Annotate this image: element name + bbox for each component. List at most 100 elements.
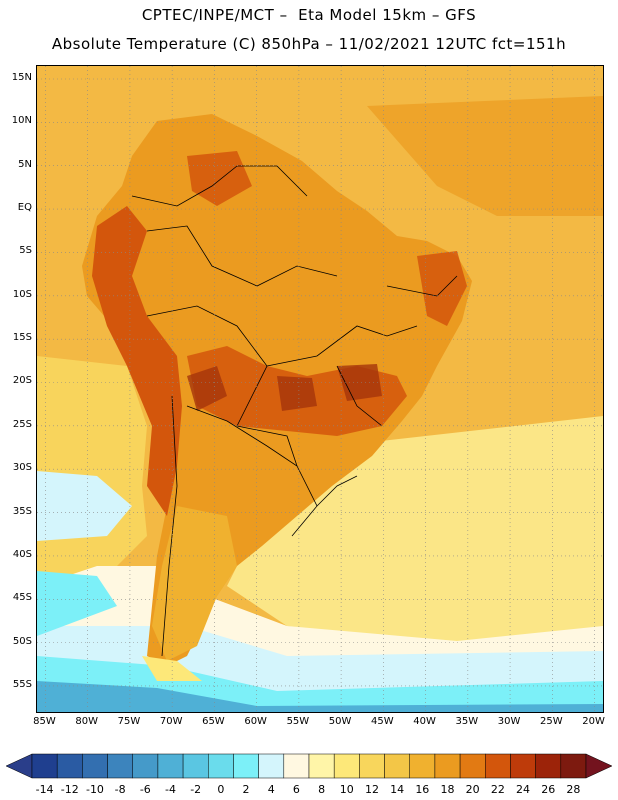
- colorbar-tick-label: -10: [85, 783, 104, 796]
- colorbar-tick-label: 24: [516, 783, 531, 796]
- longitude-label: 30W: [497, 716, 521, 727]
- north-hot-zone: [187, 151, 252, 206]
- border-brazil-states: [266, 325, 418, 367]
- longitude-label: 75W: [117, 716, 141, 727]
- colorbar-tick-label: -4: [165, 783, 176, 796]
- longitude-label: 85W: [33, 716, 56, 727]
- colorbar-segment: [233, 753, 259, 779]
- colorbar-tick-label: 14: [390, 783, 405, 796]
- longitude-label: 70W: [159, 716, 183, 727]
- latitude-label: EQ: [17, 202, 32, 214]
- northeast-hot-zone: [417, 251, 467, 326]
- andes-hot-zone: [92, 206, 182, 516]
- very-hot-spots: [187, 364, 382, 411]
- colorbar-tick-label: 16: [415, 783, 430, 796]
- longitude-label: 65W: [202, 716, 225, 727]
- colorbar-tick-label: -8: [114, 783, 126, 796]
- colorbar-segment: [82, 753, 108, 779]
- colorbar-tick-label: 6: [292, 783, 300, 796]
- pacific-cool-patch: [37, 471, 132, 541]
- latitude-label: 5S: [19, 245, 32, 257]
- colorbar-tick-label: 20: [465, 783, 480, 796]
- border-southeast-brazil: [336, 365, 383, 427]
- colorbar-tick-label: 4: [267, 783, 275, 796]
- border-amazon-west: [146, 225, 338, 287]
- colorbar-segment: [182, 753, 209, 779]
- longitude-label: 20W: [582, 716, 605, 727]
- colorbar-segment: [132, 753, 159, 779]
- patagonia-warm-zone: [152, 506, 237, 661]
- colorbar-tick-label: 18: [440, 783, 455, 796]
- colorbar-segment: [560, 753, 587, 779]
- latitude-label: 25S: [12, 418, 32, 430]
- colorbar-segment: [258, 753, 285, 779]
- colorbar-segment: [283, 753, 310, 779]
- colorbar-tick-label: -14: [35, 783, 54, 796]
- longitude-label: 55W: [286, 716, 310, 727]
- longitude-label: 25W: [540, 716, 563, 727]
- colorbar-tick-label: 2: [242, 783, 250, 796]
- longitude-label: 45W: [371, 716, 394, 727]
- colorbar-segment: [510, 753, 536, 779]
- colorbar-segment: [434, 753, 461, 779]
- latitude-label: 15S: [12, 332, 32, 344]
- colorbar-segment: [157, 753, 184, 779]
- border-uruguay: [316, 475, 358, 507]
- colorbar-segment: [459, 753, 486, 779]
- colorbar-tick-label: -12: [60, 783, 79, 796]
- latitude-label: 35S: [12, 505, 32, 517]
- latitude-label: 10N: [11, 115, 32, 127]
- colorbar-segment: [359, 753, 385, 779]
- colorbar-segment: [409, 753, 436, 779]
- temperature-map: [37, 66, 603, 712]
- latitude-label: 45S: [12, 592, 32, 604]
- border-southern-cone: [186, 405, 318, 537]
- latitude-label: 50S: [12, 635, 32, 647]
- colorbar-segment: [308, 753, 335, 779]
- colorbar: [5, 753, 613, 779]
- colorbar-tick-label: 8: [318, 783, 326, 796]
- colorbar-segment: [535, 753, 562, 779]
- map-title: CPTEC/INPE/MCT – Eta Model 15km – GFS: [141, 6, 477, 24]
- border-bolivia: [146, 305, 268, 427]
- border-paraguay: [236, 425, 298, 467]
- colorbar-segment: [208, 753, 234, 779]
- latitude-label: 15N: [11, 72, 32, 83]
- colorbar-segment: [56, 753, 83, 779]
- south-blue-band: [37, 681, 603, 712]
- colorbar-tick-label: 10: [339, 783, 354, 796]
- latitude-label: 30S: [12, 462, 32, 474]
- country-borders: [131, 165, 458, 657]
- north-atlantic-band: [367, 96, 603, 216]
- latitude-label: 20S: [12, 375, 32, 387]
- longitude-label: 40W: [413, 716, 436, 727]
- latitude-label: 10S: [12, 288, 32, 300]
- colorbar-tick-label: -2: [190, 783, 202, 796]
- colorbar-over-arrow: [585, 753, 613, 779]
- map-subtitle: Absolute Temperature (C) 850hPa – 11/02/…: [51, 35, 567, 53]
- colorbar-tick-label: 26: [541, 783, 556, 796]
- longitude-label: 80W: [75, 716, 98, 727]
- border-andean-north: [131, 165, 308, 207]
- colorbar-tick-label: 12: [364, 783, 379, 796]
- colorbar-tick-label: 28: [566, 783, 581, 796]
- colorbar-segment: [107, 753, 133, 779]
- tierra-del-fuego: [142, 656, 202, 681]
- colorbar-tick-label: -6: [139, 783, 151, 796]
- colorbar-under-arrow: [5, 753, 33, 779]
- colorbar-tick-label: 0: [217, 783, 225, 796]
- colorbar-segment: [333, 753, 360, 779]
- colorbar-segment: [384, 753, 410, 779]
- map-panel: [36, 65, 604, 713]
- border-chile-argentina: [161, 395, 178, 657]
- colorbar-segment: [485, 753, 511, 779]
- pacific-cold-patch: [37, 571, 117, 636]
- colorbar-segment: [31, 753, 58, 779]
- longitude-label: 60W: [244, 716, 267, 727]
- colorbar-tick-label: 22: [490, 783, 505, 796]
- latitude-label: 55S: [12, 678, 32, 690]
- longitude-label: 50W: [328, 716, 352, 727]
- longitude-label: 35W: [455, 716, 479, 727]
- latitude-label: 40S: [12, 548, 32, 560]
- latitude-label: 5N: [18, 158, 32, 170]
